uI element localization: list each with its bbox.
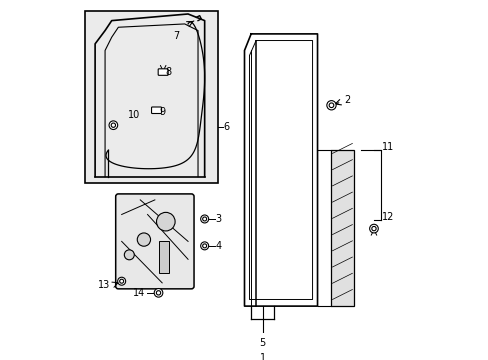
Circle shape <box>156 291 161 295</box>
Circle shape <box>137 233 150 246</box>
Circle shape <box>154 288 163 297</box>
Text: 1: 1 <box>259 352 265 360</box>
Circle shape <box>156 212 175 231</box>
Text: 12: 12 <box>382 212 394 222</box>
FancyBboxPatch shape <box>116 194 194 289</box>
Bar <box>330 150 353 306</box>
Text: 6: 6 <box>223 122 228 132</box>
Bar <box>158 241 169 273</box>
Circle shape <box>111 123 115 127</box>
Circle shape <box>118 277 125 285</box>
Text: 4: 4 <box>215 241 221 251</box>
Bar <box>85 11 218 183</box>
FancyBboxPatch shape <box>151 107 161 113</box>
Circle shape <box>202 244 206 248</box>
Text: 13: 13 <box>98 279 110 289</box>
Text: 5: 5 <box>259 338 265 348</box>
Text: 3: 3 <box>215 214 221 224</box>
Circle shape <box>120 279 123 283</box>
Text: 7: 7 <box>173 31 179 41</box>
Text: 8: 8 <box>165 67 171 77</box>
Circle shape <box>200 242 208 250</box>
FancyBboxPatch shape <box>158 69 168 75</box>
Circle shape <box>369 224 378 233</box>
Circle shape <box>326 101 335 110</box>
Text: 14: 14 <box>133 288 145 298</box>
Circle shape <box>109 121 118 130</box>
Text: 11: 11 <box>382 142 394 152</box>
Circle shape <box>200 215 208 223</box>
Circle shape <box>202 217 206 221</box>
Circle shape <box>124 250 134 260</box>
Circle shape <box>328 103 333 108</box>
Text: 10: 10 <box>128 110 140 120</box>
Circle shape <box>371 226 375 231</box>
Text: 2: 2 <box>344 95 349 105</box>
Text: 9: 9 <box>160 107 165 117</box>
